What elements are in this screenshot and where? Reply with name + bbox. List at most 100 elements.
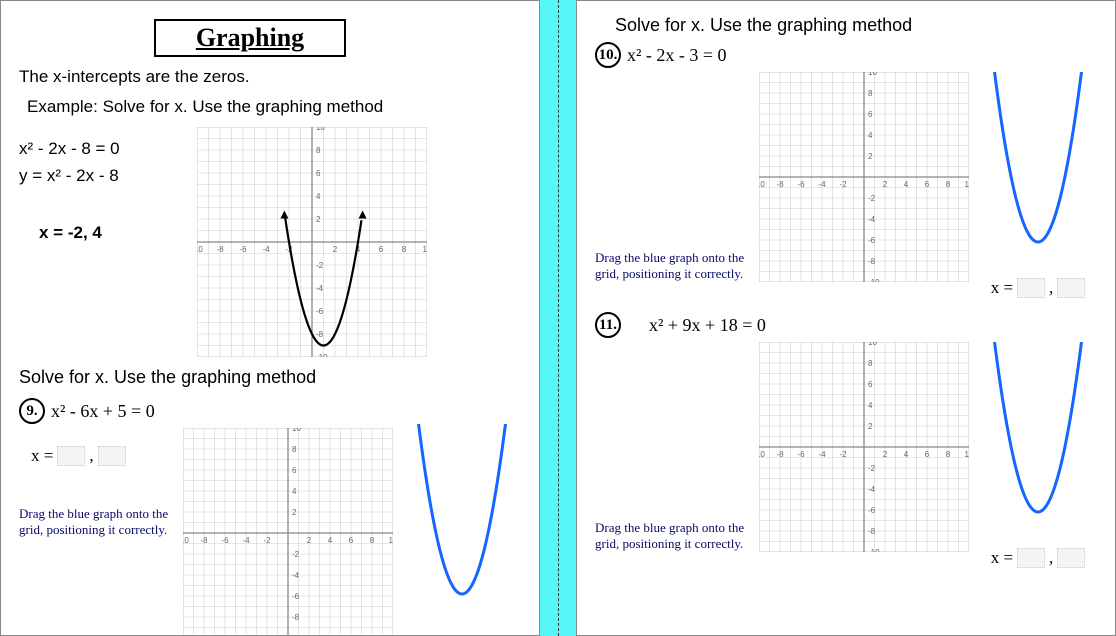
problem-10-eq: x² - 2x - 3 = 0 bbox=[627, 45, 727, 66]
problem-11-grid[interactable]: -10-10-8-8-6-6-4-4-2-2224466881010 bbox=[759, 342, 969, 552]
problem-9-header: 9. x² - 6x + 5 = 0 bbox=[19, 398, 521, 424]
svg-text:-8: -8 bbox=[200, 536, 208, 545]
comma: , bbox=[1049, 548, 1053, 568]
svg-text:-2: -2 bbox=[292, 550, 300, 559]
page-title: Graphing bbox=[196, 23, 304, 52]
x-equals-label: x = bbox=[991, 548, 1013, 568]
x-equals-label: x = bbox=[991, 278, 1013, 298]
answer-box[interactable] bbox=[98, 446, 126, 466]
svg-text:-8: -8 bbox=[316, 330, 324, 339]
svg-text:-4: -4 bbox=[818, 450, 826, 459]
problem-10-grid[interactable]: -10-10-8-8-6-6-4-4-2-2224466881010 bbox=[759, 72, 969, 282]
problem-number-10: 10. bbox=[595, 42, 621, 68]
problem-10-header: 10. x² - 2x - 3 = 0 bbox=[595, 42, 1097, 68]
svg-text:10: 10 bbox=[423, 245, 427, 254]
svg-text:-2: -2 bbox=[316, 261, 324, 270]
page-divider bbox=[540, 0, 576, 636]
svg-text:-10: -10 bbox=[759, 450, 765, 459]
answer-box[interactable] bbox=[1017, 548, 1045, 568]
problem-10-answer[interactable]: x = , bbox=[991, 278, 1086, 298]
problem-9-block: x = , Drag the blue graph onto the grid,… bbox=[19, 428, 521, 636]
svg-text:-6: -6 bbox=[221, 536, 229, 545]
svg-text:-6: -6 bbox=[868, 236, 876, 245]
problem-10-left: Drag the blue graph onto the grid, posit… bbox=[595, 72, 745, 282]
left-page: Graphing The x-intercepts are the zeros.… bbox=[0, 0, 540, 636]
problem-11-left: Drag the blue graph onto the grid, posit… bbox=[595, 342, 745, 552]
answer-box[interactable] bbox=[57, 446, 85, 466]
comma: , bbox=[1049, 278, 1053, 298]
problem-11-blue-parabola[interactable] bbox=[983, 342, 1093, 542]
problem-10-blue-parabola[interactable] bbox=[983, 72, 1093, 272]
svg-text:-6: -6 bbox=[292, 592, 300, 601]
svg-text:-10: -10 bbox=[316, 353, 328, 357]
svg-text:-10: -10 bbox=[183, 536, 189, 545]
svg-text:-8: -8 bbox=[776, 180, 784, 189]
answer-box[interactable] bbox=[1057, 548, 1085, 568]
svg-text:-10: -10 bbox=[868, 278, 880, 282]
svg-text:4: 4 bbox=[328, 536, 333, 545]
svg-text:10: 10 bbox=[292, 428, 301, 433]
svg-text:-6: -6 bbox=[797, 180, 805, 189]
svg-text:2: 2 bbox=[883, 180, 888, 189]
example-eq1: x² - 2x - 8 = 0 bbox=[19, 135, 179, 162]
comma: , bbox=[89, 446, 93, 466]
solve-header-right: Solve for x. Use the graphing method bbox=[595, 15, 1097, 36]
example-eq2: y = x² - 2x - 8 bbox=[19, 162, 179, 189]
svg-text:-2: -2 bbox=[839, 180, 847, 189]
svg-text:10: 10 bbox=[868, 72, 877, 77]
svg-text:-2: -2 bbox=[868, 194, 876, 203]
svg-text:10: 10 bbox=[316, 127, 325, 132]
svg-text:-4: -4 bbox=[262, 245, 270, 254]
example-answer: x = -2, 4 bbox=[19, 219, 179, 246]
svg-text:-2: -2 bbox=[839, 450, 847, 459]
svg-text:-6: -6 bbox=[239, 245, 247, 254]
problem-11-block: Drag the blue graph onto the grid, posit… bbox=[595, 342, 1097, 568]
svg-text:4: 4 bbox=[904, 450, 909, 459]
svg-text:6: 6 bbox=[868, 110, 873, 119]
svg-text:-8: -8 bbox=[868, 527, 876, 536]
answer-box[interactable] bbox=[1057, 278, 1085, 298]
solve-header-left: Solve for x. Use the graphing method bbox=[19, 367, 521, 388]
svg-text:-10: -10 bbox=[759, 180, 765, 189]
svg-text:10: 10 bbox=[389, 536, 393, 545]
right-page: Solve for x. Use the graphing method 10.… bbox=[576, 0, 1116, 636]
svg-text:-4: -4 bbox=[316, 284, 324, 293]
problem-number-11: 11. bbox=[595, 312, 621, 338]
problem-9-left: x = , Drag the blue graph onto the grid,… bbox=[19, 428, 169, 539]
svg-text:6: 6 bbox=[925, 450, 930, 459]
svg-text:10: 10 bbox=[868, 342, 877, 347]
answer-box[interactable] bbox=[1017, 278, 1045, 298]
svg-text:2: 2 bbox=[883, 450, 888, 459]
title-box: Graphing bbox=[154, 19, 346, 57]
problem-9-eq: x² - 6x + 5 = 0 bbox=[51, 401, 155, 422]
svg-text:2: 2 bbox=[292, 508, 297, 517]
intro-text: The x-intercepts are the zeros. bbox=[19, 67, 521, 87]
x-equals-label: x = bbox=[31, 446, 53, 466]
problem-9-answer[interactable]: x = , bbox=[31, 446, 169, 466]
svg-text:8: 8 bbox=[402, 245, 407, 254]
svg-text:8: 8 bbox=[946, 180, 951, 189]
svg-text:4: 4 bbox=[868, 131, 873, 140]
problem-11-eq: x² + 9x + 18 = 0 bbox=[627, 315, 766, 336]
svg-text:-4: -4 bbox=[242, 536, 250, 545]
svg-text:6: 6 bbox=[379, 245, 384, 254]
svg-text:4: 4 bbox=[292, 487, 297, 496]
svg-text:-8: -8 bbox=[868, 257, 876, 266]
problem-9-grid[interactable]: -10-10-8-8-6-6-4-4-2-2224466881010 bbox=[183, 428, 393, 636]
svg-text:-6: -6 bbox=[868, 506, 876, 515]
svg-text:8: 8 bbox=[370, 536, 375, 545]
svg-text:2: 2 bbox=[333, 245, 338, 254]
svg-text:6: 6 bbox=[349, 536, 354, 545]
problem-10-right: x = , bbox=[983, 72, 1093, 298]
example-row: x² - 2x - 8 = 0 y = x² - 2x - 8 x = -2, … bbox=[19, 127, 521, 357]
drag-instruction-9: Drag the blue graph onto the grid, posit… bbox=[19, 506, 169, 539]
svg-text:-10: -10 bbox=[197, 245, 203, 254]
svg-text:-8: -8 bbox=[776, 450, 784, 459]
svg-text:8: 8 bbox=[946, 450, 951, 459]
svg-text:8: 8 bbox=[868, 359, 873, 368]
svg-text:-4: -4 bbox=[292, 571, 300, 580]
svg-text:-8: -8 bbox=[216, 245, 224, 254]
problem-11-answer[interactable]: x = , bbox=[991, 548, 1086, 568]
problem-9-blue-parabola[interactable] bbox=[407, 424, 517, 624]
svg-text:-10: -10 bbox=[868, 548, 880, 552]
